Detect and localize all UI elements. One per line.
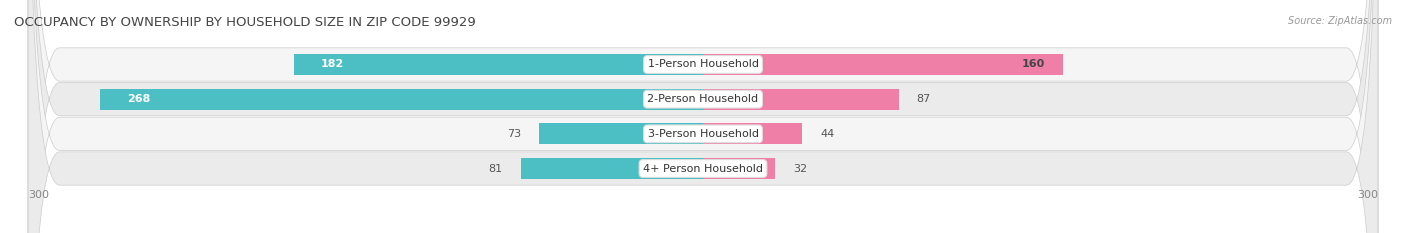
Text: 4+ Person Household: 4+ Person Household (643, 164, 763, 174)
Bar (294, 54, 703, 75)
Text: 182: 182 (321, 59, 344, 69)
Text: 3-Person Household: 3-Person Household (648, 129, 758, 139)
Bar (538, 123, 703, 144)
Text: 160: 160 (1022, 59, 1045, 69)
Text: 44: 44 (820, 129, 834, 139)
Text: 32: 32 (793, 164, 807, 174)
Text: 2-Person Household: 2-Person Household (647, 94, 759, 104)
FancyBboxPatch shape (28, 0, 1378, 233)
Text: 300: 300 (1357, 190, 1378, 200)
Bar (520, 158, 703, 179)
FancyBboxPatch shape (28, 0, 1378, 233)
Text: 81: 81 (489, 164, 503, 174)
FancyBboxPatch shape (28, 0, 1378, 233)
Text: OCCUPANCY BY OWNERSHIP BY HOUSEHOLD SIZE IN ZIP CODE 99929: OCCUPANCY BY OWNERSHIP BY HOUSEHOLD SIZE… (14, 16, 475, 29)
Text: 73: 73 (506, 129, 520, 139)
Text: 1-Person Household: 1-Person Household (648, 59, 758, 69)
Text: Source: ZipAtlas.com: Source: ZipAtlas.com (1288, 16, 1392, 26)
Text: 268: 268 (127, 94, 150, 104)
Text: 87: 87 (917, 94, 931, 104)
FancyBboxPatch shape (28, 0, 1378, 233)
Bar (703, 123, 801, 144)
Bar (703, 54, 1063, 75)
Bar (703, 89, 898, 110)
Bar (703, 158, 775, 179)
Text: 300: 300 (28, 190, 49, 200)
Bar (100, 89, 703, 110)
